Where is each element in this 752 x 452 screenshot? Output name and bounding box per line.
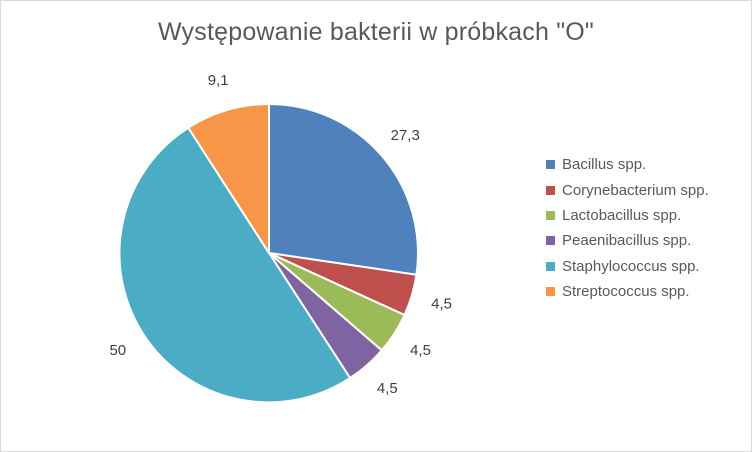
- legend-item-lactobacillus-spp: Lactobacillus spp.: [546, 203, 709, 228]
- data-label-corynebacterium-spp: 4,5: [431, 296, 452, 313]
- legend-item-bacillus-spp: Bacillus spp.: [546, 152, 709, 177]
- legend-item-peaenibacillus-spp: Peaenibacillus spp.: [546, 228, 709, 253]
- pie-slice-streptococcus-spp: [187, 103, 270, 254]
- legend-label: Lactobacillus spp.: [562, 206, 682, 224]
- legend-label: Peaenibacillus spp.: [562, 232, 692, 250]
- pie-slice-staphylococcus-spp: [118, 126, 352, 404]
- legend-label: Corynebacterium spp.: [562, 181, 709, 199]
- legend-swatch: [546, 185, 555, 195]
- legend-label: Streptococcus spp.: [562, 283, 690, 301]
- legend-item-streptococcus-spp: Streptococcus spp.: [546, 279, 709, 304]
- legend-item-corynebacterium-spp: Corynebacterium spp.: [546, 177, 709, 202]
- legend-swatch: [546, 160, 555, 170]
- data-label-lactobacillus-spp: 4,5: [410, 342, 431, 359]
- data-label-peaenibacillus-spp: 4,5: [377, 380, 398, 397]
- legend-swatch: [546, 210, 555, 220]
- legend-swatch: [546, 287, 555, 297]
- legend: Bacillus spp. Corynebacterium spp. Lactoba…: [546, 152, 709, 304]
- legend-swatch: [546, 236, 555, 246]
- legend-label: Bacillus spp.: [562, 156, 647, 174]
- legend-swatch: [546, 261, 555, 271]
- legend-item-staphylococcus-spp: Staphylococcus spp.: [546, 254, 709, 279]
- data-label-staphylococcus-spp: 50: [109, 342, 126, 359]
- chart-title: Występowanie bakterii w próbkach "O": [157, 18, 595, 46]
- data-label-streptococcus-spp: 9,1: [208, 72, 229, 89]
- data-label-bacillus-spp: 27,3: [391, 127, 420, 144]
- legend-label: Staphylococcus spp.: [562, 257, 700, 275]
- pie-slice-bacillus-spp: [268, 103, 419, 276]
